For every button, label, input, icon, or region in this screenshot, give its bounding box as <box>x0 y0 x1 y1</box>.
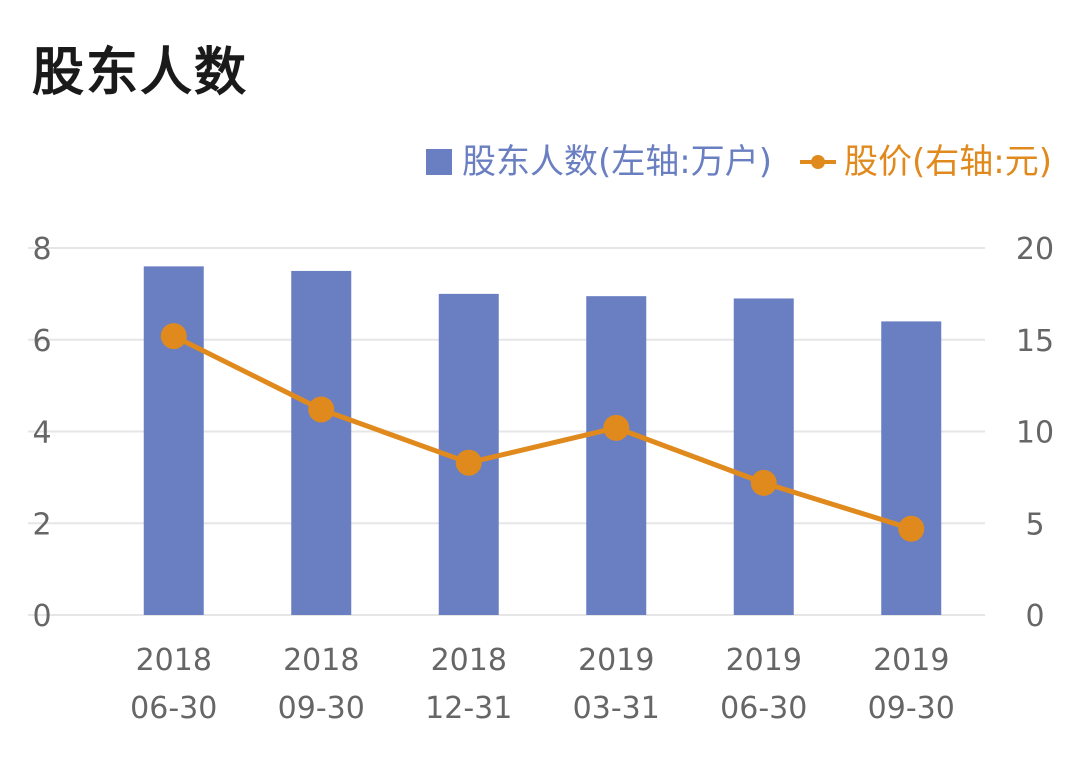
legend-bar-swatch-icon <box>426 149 453 176</box>
price-point[interactable] <box>308 396 335 423</box>
price-line <box>172 333 912 532</box>
left-axis-ticks: 0 2 4 6 8 <box>32 232 51 634</box>
x-tick-label-year: 2018 <box>136 643 212 678</box>
legend-label-shareholders: 股东人数(左轴:万户) <box>462 142 773 182</box>
legend-label-price: 股价(右轴:元) <box>844 142 1052 182</box>
x-axis-ticks: 2018 06-30 2018 09-30 2018 12-31 2019 03-31 2019… <box>130 643 955 726</box>
price-point[interactable] <box>603 414 630 441</box>
legend-line-swatch-icon <box>800 149 837 175</box>
right-tick-label: 5 <box>1025 507 1044 542</box>
left-tick-label: 0 <box>32 599 51 634</box>
legend-item-shareholders[interactable]: 股东人数(左轴:万户) <box>426 140 772 184</box>
line-series <box>160 323 925 542</box>
bar[interactable] <box>143 266 204 615</box>
left-tick-label: 8 <box>32 232 51 267</box>
bar-series <box>143 266 942 615</box>
bar[interactable] <box>733 298 794 615</box>
right-tick-label: 20 <box>1016 232 1054 267</box>
legend-item-price[interactable]: 股价(右轴:元) <box>800 140 1052 184</box>
bar[interactable] <box>586 296 647 615</box>
price-point[interactable] <box>160 323 187 350</box>
left-tick-label: 6 <box>32 324 51 359</box>
right-axis-ticks: 0 5 10 15 20 <box>1016 232 1054 634</box>
price-point[interactable] <box>898 515 925 542</box>
bar[interactable] <box>291 270 352 615</box>
x-tick-label-year: 2018 <box>431 643 507 678</box>
right-tick-label: 0 <box>1025 599 1044 634</box>
x-tick-label-year: 2018 <box>283 643 359 678</box>
x-tick-label-date: 09-30 <box>868 691 955 726</box>
right-tick-label: 15 <box>1016 324 1054 359</box>
x-tick-label-year: 2019 <box>873 643 949 678</box>
left-tick-label: 4 <box>32 416 51 451</box>
bar[interactable] <box>881 321 942 615</box>
price-point[interactable] <box>455 449 482 476</box>
x-tick-label-date: 03-31 <box>573 691 660 726</box>
chart-title: 股东人数 <box>32 43 249 103</box>
left-tick-label: 2 <box>32 507 51 542</box>
x-tick-label-date: 12-31 <box>425 691 512 726</box>
right-tick-label: 10 <box>1016 416 1054 451</box>
x-tick-label-date: 09-30 <box>278 691 365 726</box>
x-tick-label-date: 06-30 <box>720 691 807 726</box>
x-tick-label-year: 2019 <box>726 643 802 678</box>
chart-legend: 股东人数(左轴:万户) 股价(右轴:元) <box>398 140 1052 184</box>
price-point[interactable] <box>750 469 777 496</box>
x-tick-label-date: 06-30 <box>130 691 217 726</box>
x-tick-label-year: 2019 <box>578 643 654 678</box>
